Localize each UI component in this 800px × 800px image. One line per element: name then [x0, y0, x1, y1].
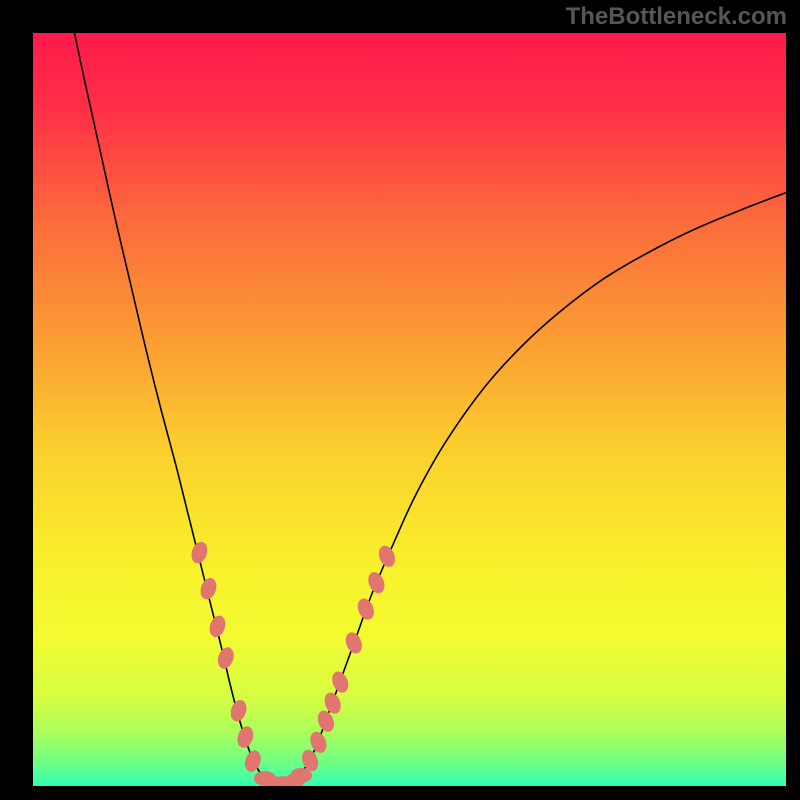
curve-marker	[290, 768, 312, 783]
watermark-text: TheBottleneck.com	[566, 3, 787, 31]
plot-background	[33, 33, 786, 786]
chart-svg	[0, 0, 800, 800]
